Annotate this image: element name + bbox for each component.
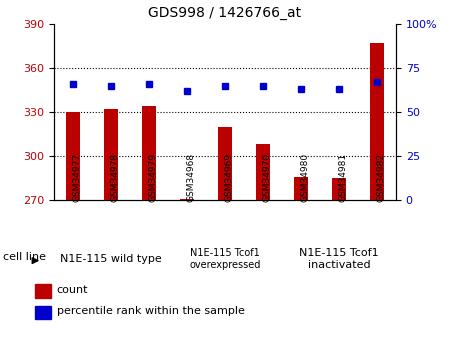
Text: GSM34980: GSM34980 [301,153,310,202]
Text: GSM34968: GSM34968 [187,153,196,202]
Bar [104,109,117,200]
Bar [36,284,51,298]
Bar [333,178,346,200]
Bar [218,127,232,200]
Text: GSM34979: GSM34979 [149,153,158,202]
Text: percentile rank within the sample: percentile rank within the sample [57,306,244,316]
Text: count: count [57,285,88,295]
Bar [370,43,384,200]
Bar [36,306,51,319]
Text: GSM34982: GSM34982 [377,153,386,202]
Bar [256,145,270,200]
Title: GDS998 / 1426766_at: GDS998 / 1426766_at [148,6,302,20]
Bar [180,199,194,200]
Bar [294,177,308,200]
Bar [66,112,80,200]
Text: N1E-115 wild type: N1E-115 wild type [60,254,162,264]
Text: cell line: cell line [3,252,46,262]
Text: GSM34970: GSM34970 [263,153,272,202]
Text: N1E-115 Tcof1
overexpressed: N1E-115 Tcof1 overexpressed [189,248,261,269]
Text: GSM34978: GSM34978 [111,153,120,202]
Text: GSM34977: GSM34977 [73,153,82,202]
Text: GSM34969: GSM34969 [225,153,234,202]
Text: N1E-115 Tcof1
inactivated: N1E-115 Tcof1 inactivated [299,248,379,269]
Bar [142,106,156,200]
Text: GSM34981: GSM34981 [339,153,348,202]
